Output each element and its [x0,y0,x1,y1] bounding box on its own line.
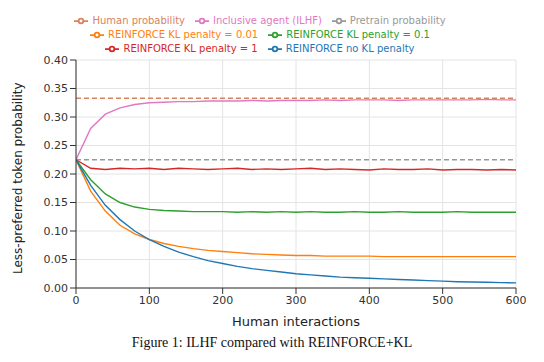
svg-text:600: 600 [506,294,527,307]
svg-text:400: 400 [359,294,380,307]
svg-text:0.25: 0.25 [44,139,69,152]
svg-text:0.15: 0.15 [44,196,69,209]
svg-text:Human interactions: Human interactions [232,314,360,329]
svg-text:0.00: 0.00 [44,282,69,295]
svg-text:0.05: 0.05 [44,253,69,266]
svg-text:Less-preferred token probabili: Less-preferred token probability [11,82,25,274]
html-text:REINFORCE KL penalty = 0.1: REINFORCE KL penalty = 0.1 [286,29,430,40]
svg-text:0: 0 [73,294,80,307]
svg-text:200: 200 [212,294,233,307]
html-text:REINFORCE KL penalty = 1: REINFORCE KL penalty = 1 [123,43,258,54]
html-text:REINFORCE KL penalty = 0.01: REINFORCE KL penalty = 0.01 [108,29,259,40]
svg-text:0.10: 0.10 [44,225,69,238]
svg-text:500: 500 [432,294,453,307]
svg-text:300: 300 [286,294,307,307]
svg-text:0.40: 0.40 [44,54,69,67]
html-text:Human probability: Human probability [92,15,185,26]
html-text:Figure 1: ILHF compared with R: Figure 1: ILHF compared with REINFORCE+K… [131,335,413,350]
svg-text:0.35: 0.35 [44,82,69,95]
svg-text:0.20: 0.20 [44,168,69,181]
html-text:Inclusive agent (ILHF): Inclusive agent (ILHF) [213,15,322,26]
svg-text:100: 100 [139,294,160,307]
html-text:REINFORCE no KL penalty: REINFORCE no KL penalty [285,43,415,54]
svg-text:0.30: 0.30 [44,111,69,124]
html-text:Pretrain probability: Pretrain probability [349,15,446,26]
